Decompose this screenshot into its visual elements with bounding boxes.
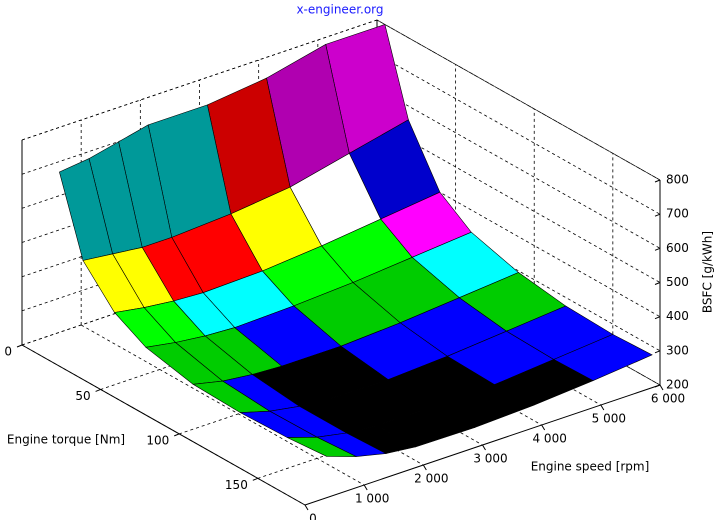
z-tick-label: 800 [666,173,689,187]
z-tick [654,350,661,354]
x-tick-label: 3 000 [473,452,507,466]
y-tick-label: 50 [75,389,90,403]
chart-title: x-engineer.org [296,3,383,17]
z-tick-label: 400 [666,309,689,323]
z-axis-label: BSFC [g/kWh] [701,231,715,313]
z-tick-label: 700 [666,207,689,221]
y-axis-label: Engine torque [Nm] [7,433,125,447]
y-tick [16,344,23,348]
box-edge [376,19,661,181]
x-tick [363,484,368,491]
z-tick [654,247,661,251]
y-tick-label: 100 [146,433,169,447]
x-tick-label: 0 [309,512,317,520]
y-tick [252,477,259,481]
x-axis-label: Engine speed [rpm] [531,460,650,474]
z-tick-label: 600 [666,241,689,255]
side-wall [377,20,660,385]
y-tick [174,433,180,437]
x-tick [659,384,664,391]
x-tick [304,504,309,511]
x-tick-label: 4 000 [532,432,566,446]
z-tick [654,316,661,320]
z-tick [654,179,661,183]
x-tick-label: 1 000 [355,492,389,506]
z-tick [654,384,661,388]
x-tick-label: 5 000 [592,412,626,426]
z-tick-label: 300 [666,343,689,357]
z-tick [654,282,661,285]
box-edge [21,19,378,141]
z-tick [654,213,661,217]
x-tick-label: 2 000 [414,472,448,486]
x-tick-label: 6 000 [651,392,685,406]
y-tick [95,388,101,392]
z-tick-label: 500 [666,275,689,289]
z-tick-label: 200 [666,378,689,392]
x-tick [600,404,605,411]
y-tick-label: 0 [4,345,12,359]
surface-cell [287,436,357,457]
y-tick-label: 150 [225,478,248,492]
x-tick [541,424,546,431]
x-tick [482,444,486,451]
x-tick [422,464,427,471]
